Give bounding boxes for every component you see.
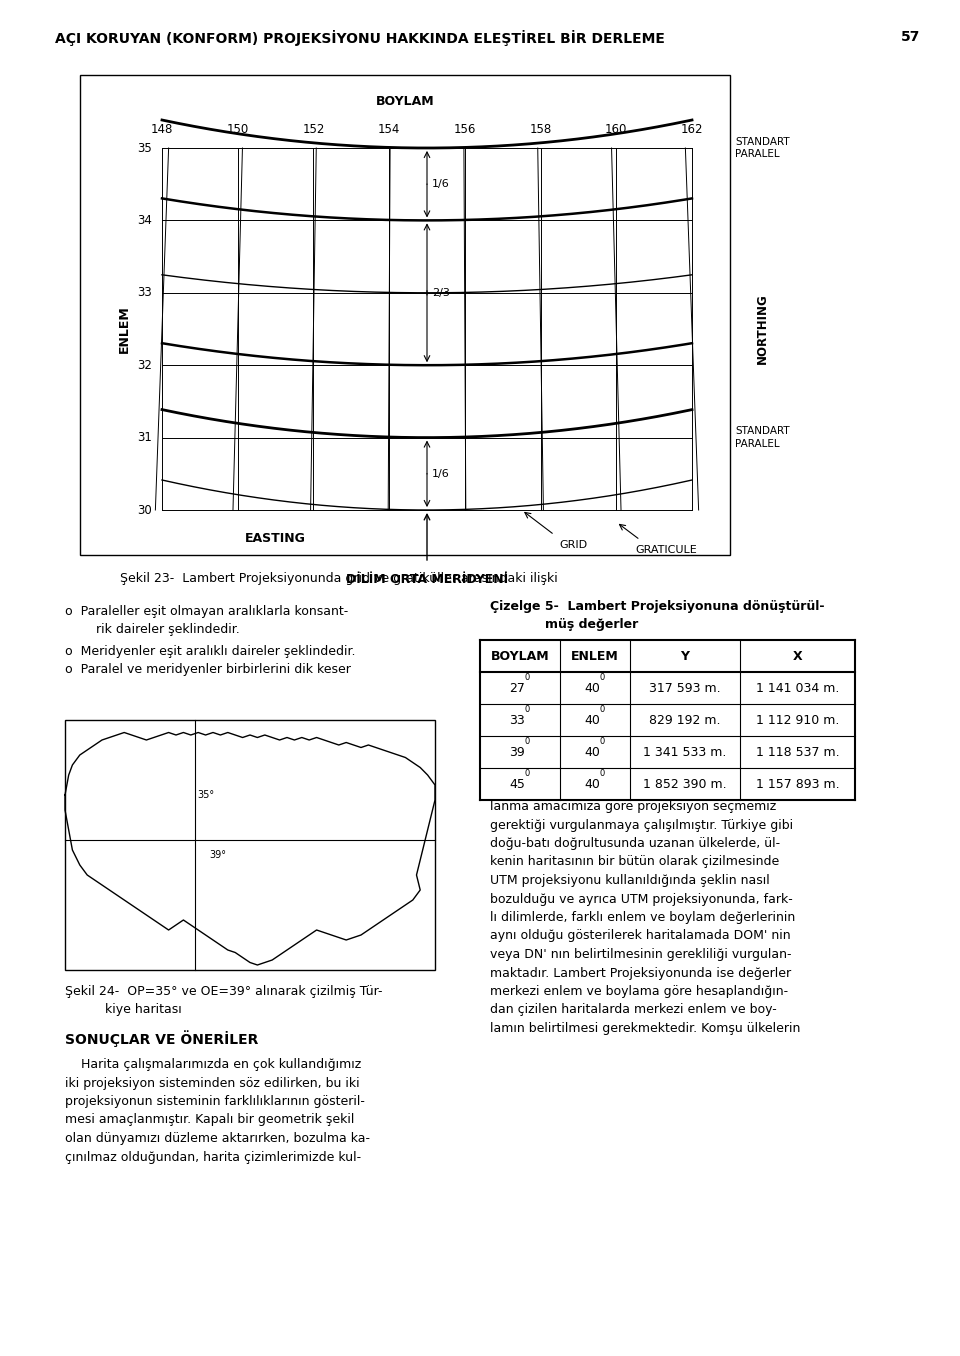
Text: 35°: 35° [198, 791, 215, 800]
Text: 1/6: 1/6 [432, 179, 449, 190]
Text: 0: 0 [599, 738, 605, 746]
Bar [65, 720, 435, 970]
Text: NORTHING: NORTHING [756, 294, 769, 365]
Text: 30: 30 [137, 503, 152, 517]
Text: Şekil 23-  Lambert Projeksiyonunda grid ve gratiküller arasındaki ilişki: Şekil 23- Lambert Projeksiyonunda grid v… [120, 572, 558, 584]
Text: 1 112 910 m.: 1 112 910 m. [756, 713, 839, 727]
Text: X: X [793, 650, 803, 663]
Text: 0: 0 [599, 673, 605, 682]
Text: müş değerler: müş değerler [545, 618, 638, 631]
Text: 40: 40 [584, 746, 600, 758]
Text: kiye haritası: kiye haritası [105, 1003, 181, 1016]
Text: AÇI KORUYAN (KONFORM) PROJEKSİYONU HAKKINDA ELEŞTİREL BİR DERLEME: AÇI KORUYAN (KONFORM) PROJEKSİYONU HAKKI… [55, 30, 665, 46]
Text: 0: 0 [524, 673, 530, 682]
Text: 27: 27 [509, 682, 525, 694]
Text: 33: 33 [137, 286, 152, 300]
Text: BOYLAM: BOYLAM [491, 650, 549, 663]
Text: 31: 31 [137, 431, 152, 445]
Text: 154: 154 [378, 123, 400, 136]
Text: 160: 160 [605, 123, 628, 136]
Text: 45: 45 [509, 777, 525, 791]
Text: 57: 57 [900, 30, 920, 43]
Text: rik daireler şeklindedir.: rik daireler şeklindedir. [80, 622, 240, 636]
Text: o  Paraleller eşit olmayan aralıklarla konsant-: o Paraleller eşit olmayan aralıklarla ko… [65, 605, 348, 618]
Text: 0: 0 [524, 769, 530, 778]
Text: 156: 156 [454, 123, 476, 136]
Text: 148: 148 [151, 123, 173, 136]
Text: 158: 158 [530, 123, 552, 136]
Text: SONUÇLAR VE ÖNERİLER: SONUÇLAR VE ÖNERİLER [65, 1031, 258, 1047]
Text: 40: 40 [584, 777, 600, 791]
Text: 162: 162 [681, 123, 704, 136]
Text: STANDART
PARALEL: STANDART PARALEL [735, 137, 790, 159]
Text: 2/3: 2/3 [432, 287, 450, 298]
Text: Şekil 24-  OP=35° ve OE=39° alınarak çizilmiş Tür-: Şekil 24- OP=35° ve OE=39° alınarak çizi… [65, 984, 382, 998]
Text: 317 593 m.: 317 593 m. [649, 682, 721, 694]
Text: 0: 0 [599, 705, 605, 715]
Text: 1/6: 1/6 [432, 469, 449, 479]
Text: 152: 152 [302, 123, 324, 136]
Text: 150: 150 [227, 123, 249, 136]
Text: EASTING: EASTING [245, 532, 306, 545]
Text: 32: 32 [137, 359, 152, 372]
Text: 39: 39 [509, 746, 525, 758]
Text: GRATICULE: GRATICULE [636, 545, 697, 555]
Text: 0: 0 [524, 738, 530, 746]
Text: Y: Y [681, 650, 689, 663]
Text: GRID: GRID [560, 540, 588, 551]
Text: 40: 40 [584, 713, 600, 727]
Text: 1 852 390 m.: 1 852 390 m. [643, 777, 727, 791]
Text: DİLİM ORTA MERİDYENİ: DİLİM ORTA MERİDYENİ [346, 574, 508, 586]
Text: STANDART
PARALEL: STANDART PARALEL [735, 426, 790, 449]
Text: BOYLAM: BOYLAM [375, 95, 434, 108]
Text: 829 192 m.: 829 192 m. [649, 713, 721, 727]
Text: 0: 0 [599, 769, 605, 778]
Text: 35: 35 [137, 141, 152, 155]
Text: ENLEM: ENLEM [571, 650, 619, 663]
Bar [80, 75, 730, 555]
Text: 40: 40 [584, 682, 600, 694]
Text: o  Meridyenler eşit aralıklı daireler şeklindedir.: o Meridyenler eşit aralıklı daireler şek… [65, 645, 355, 658]
Text: 1 141 034 m.: 1 141 034 m. [756, 682, 839, 694]
Text: 1 157 893 m.: 1 157 893 m. [756, 777, 839, 791]
Text: 39°: 39° [209, 850, 227, 860]
Text: 33: 33 [509, 713, 525, 727]
Text: 34: 34 [137, 214, 152, 226]
Text: 0: 0 [524, 705, 530, 715]
Text: Harita çalışmalarımızda en çok kullandığımız
iki projeksiyon sisteminden söz edi: Harita çalışmalarımızda en çok kullandığ… [65, 1058, 370, 1163]
Text: lanma amacımıza göre projeksiyon seçmemiz
gerektiği vurgulanmaya çalışılmıştır. : lanma amacımıza göre projeksiyon seçmemi… [490, 800, 801, 1035]
Text: o  Paralel ve meridyenler birbirlerini dik keser: o Paralel ve meridyenler birbirlerini di… [65, 663, 350, 677]
Text: 1 118 537 m.: 1 118 537 m. [756, 746, 839, 758]
Text: 1 341 533 m.: 1 341 533 m. [643, 746, 727, 758]
Text: Çizelge 5-  Lambert Projeksiyonuna dönüştürül-: Çizelge 5- Lambert Projeksiyonuna dönüşt… [490, 599, 825, 613]
Text: ENLEM: ENLEM [117, 305, 131, 353]
